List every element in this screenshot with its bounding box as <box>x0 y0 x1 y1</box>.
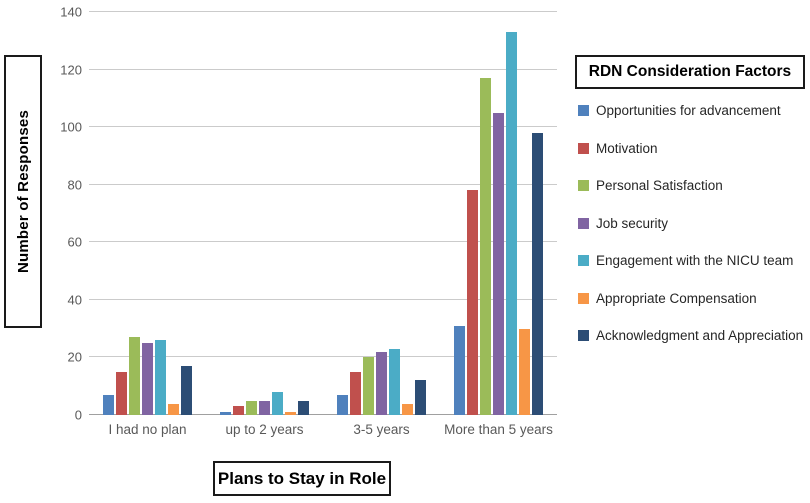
gridline <box>89 11 557 12</box>
x-category-label: I had no plan <box>108 422 187 437</box>
legend-item-label: Personal Satisfaction <box>596 178 723 194</box>
y-tick-label: 120 <box>60 62 82 78</box>
legend-title-box: RDN Consideration Factors <box>575 55 805 89</box>
y-axis-ticks: 0 20 40 60 80 100 120 140 <box>0 6 82 422</box>
x-axis-title-box: Plans to Stay in Role <box>213 461 391 496</box>
bar <box>337 394 348 415</box>
legend-swatch-icon <box>578 105 589 117</box>
legend-item-label: Appropriate Compensation <box>596 290 757 306</box>
y-tick-label: 100 <box>60 119 82 135</box>
bar <box>519 328 530 415</box>
legend-item-label: Engagement with the NICU team <box>596 253 794 269</box>
gridline <box>89 414 557 415</box>
legend: RDN Consideration Factors Opportunities … <box>575 55 805 355</box>
legend-item: Job security <box>575 205 805 243</box>
legend-item-label: Motivation <box>596 140 658 156</box>
y-tick-label: 40 <box>67 292 82 308</box>
legend-item: Engagement with the NICU team <box>575 242 805 280</box>
bar <box>298 400 309 415</box>
bar <box>454 325 465 415</box>
legend-item: Personal Satisfaction <box>575 167 805 205</box>
legend-swatch-icon <box>578 292 589 304</box>
legend-swatch-icon <box>578 255 589 267</box>
bar-groups <box>89 12 557 415</box>
bar <box>415 380 426 415</box>
bar-group <box>440 12 557 415</box>
legend-swatch-icon <box>578 142 589 154</box>
legend-swatch-icon <box>578 180 589 192</box>
gridline <box>89 356 557 358</box>
y-tick-label: 0 <box>74 407 82 423</box>
bar <box>493 112 504 415</box>
y-axis-title-box: Number of Responses <box>4 55 42 328</box>
bar <box>142 343 153 415</box>
bar <box>155 340 166 415</box>
legend-items: Opportunities for advancement Motivation P… <box>575 92 805 355</box>
bar <box>259 400 270 415</box>
bar <box>220 412 231 415</box>
legend-item-label: Job security <box>596 215 669 231</box>
y-tick-label: 20 <box>67 349 82 365</box>
x-axis-title: Plans to Stay in Role <box>217 468 387 488</box>
bar <box>467 190 478 415</box>
legend-swatch-icon <box>578 330 589 342</box>
gridline <box>89 68 557 70</box>
bar <box>532 132 543 415</box>
bar <box>272 391 283 415</box>
bar <box>363 357 374 415</box>
bar <box>168 403 179 415</box>
legend-title: RDN Consideration Factors <box>588 63 792 80</box>
gridline <box>89 183 557 185</box>
legend-item: Appropriate Compensation <box>575 280 805 318</box>
bar <box>116 371 127 415</box>
x-category-label: 3-5 years <box>353 422 410 437</box>
plot-area <box>89 11 557 415</box>
bar <box>402 403 413 415</box>
bar-group <box>89 12 206 415</box>
bar <box>285 412 296 415</box>
x-category-label: More than 5 years <box>444 422 553 437</box>
legend-item: Acknowledgment and Appreciation <box>575 317 805 355</box>
y-tick-label: 80 <box>67 177 82 193</box>
legend-swatch-icon <box>578 217 589 229</box>
gridline <box>89 126 557 128</box>
gridline <box>89 298 557 300</box>
bar <box>129 337 140 415</box>
x-axis-labels: I had no plan up to 2 years 3-5 years More … <box>89 422 557 437</box>
bar <box>246 400 257 415</box>
legend-item: Opportunities for advancement <box>575 92 805 130</box>
y-tick-label: 140 <box>60 4 82 20</box>
legend-item: Motivation <box>575 130 805 168</box>
bar <box>103 394 114 415</box>
bar <box>506 32 517 415</box>
bar <box>389 348 400 415</box>
bar <box>181 366 192 415</box>
legend-item-label: Opportunities for advancement <box>596 103 781 119</box>
x-category-label: up to 2 years <box>225 422 304 437</box>
legend-item-label: Acknowledgment and Appreciation <box>596 328 804 344</box>
bar-group <box>323 12 440 415</box>
y-tick-label: 60 <box>67 234 82 250</box>
bar <box>480 78 491 415</box>
gridline <box>89 241 557 243</box>
bar-group <box>206 12 323 415</box>
bar <box>376 351 387 415</box>
bar <box>233 406 244 415</box>
bar <box>350 371 361 415</box>
